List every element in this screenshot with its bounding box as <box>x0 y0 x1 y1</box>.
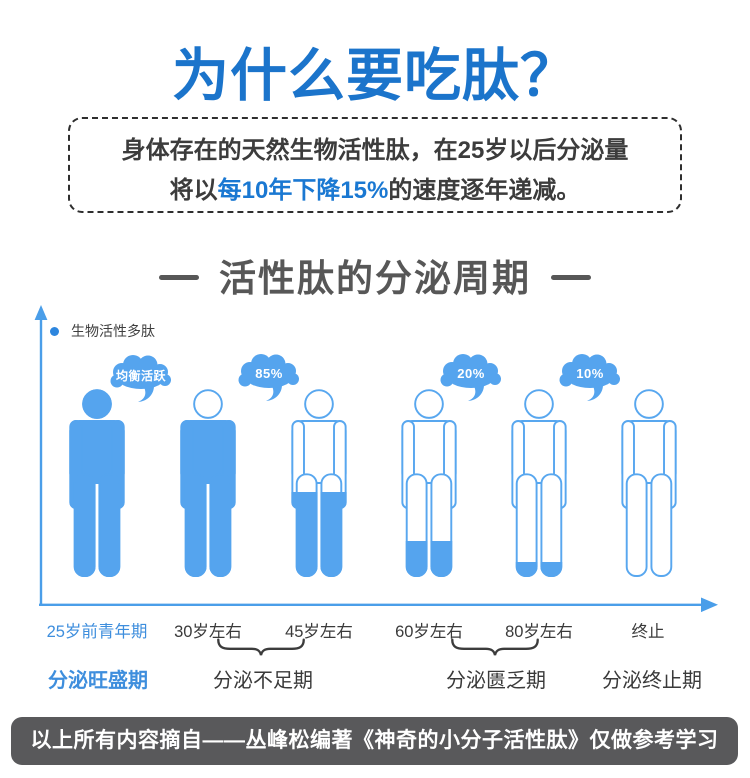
legend: 生物活性多肽 <box>50 321 155 339</box>
stage-label-deficient: 分泌匮乏期 <box>446 670 546 692</box>
person-fill-icon <box>180 419 236 577</box>
bubble-label: 85% <box>255 366 283 381</box>
brace-icon-right <box>451 638 539 656</box>
legend-label: 生物活性多肽 <box>71 323 155 339</box>
x-label-30: 30岁左右 <box>174 623 242 641</box>
bubble-label: 均衡活跃 <box>115 369 166 383</box>
intro-highlight: 每10年下降15% <box>217 177 389 204</box>
legend-dot-icon <box>50 326 59 336</box>
x-label-end: 终止 <box>631 623 665 641</box>
person-figure-6 <box>618 389 680 577</box>
intro-line-2: 将以每10年下降15%的速度逐年递减。 <box>169 177 581 204</box>
bubble-label: 10% <box>576 366 604 381</box>
x-label-60: 60岁左右 <box>395 623 463 641</box>
stage-label-abundant: 分泌旺盛期 <box>48 670 148 692</box>
bubble-10: 10% <box>557 354 623 404</box>
bubble-active: 均衡活跃 <box>108 355 174 405</box>
heading-dash-left <box>159 274 199 280</box>
person-figure-3 <box>288 389 350 577</box>
page-title: 为什么要吃肽？ <box>172 44 578 108</box>
y-axis-arrow-icon <box>34 305 48 320</box>
person-fill-level <box>177 419 239 577</box>
source-note-text: 以上所有内容摘自——丛峰松编著《神奇的小分子活性肽》仅做参考学习 <box>30 729 719 752</box>
chart-axes <box>34 305 718 613</box>
person-figure-1 <box>66 389 128 577</box>
stage-label-terminated: 分泌终止期 <box>602 670 702 692</box>
x-label-25: 25岁前青年期 <box>46 623 148 641</box>
person-figure-5 <box>508 389 570 577</box>
intro-line-1: 身体存在的天然生物活性肽，在25岁以后分泌量 <box>121 137 629 164</box>
person-figure-2 <box>177 389 239 577</box>
bubble-20: 20% <box>438 354 504 404</box>
person-fill-level <box>288 492 350 577</box>
person-fill-icon <box>69 389 125 577</box>
person-fill-level <box>398 541 460 577</box>
section-heading-text: 活性肽的分泌周期 <box>219 258 531 299</box>
person-figure-4 <box>398 389 460 577</box>
secretion-cycle-chart: 生物活性多肽 <box>0 300 750 692</box>
intro-text-box: 身体存在的天然生物活性肽，在25岁以后分泌量 将以每10年下降15%的速度逐年递… <box>68 117 682 213</box>
person-fill-icon <box>511 561 567 577</box>
heading-dash-right <box>551 274 591 280</box>
x-label-45: 45岁左右 <box>285 623 353 641</box>
bubble-85: 85% <box>236 354 302 404</box>
person-fill-level <box>66 389 128 577</box>
x-axis-arrow-icon <box>701 597 718 613</box>
person-outline-icon <box>511 389 567 577</box>
bubble-label: 20% <box>457 366 485 381</box>
person-outline-icon <box>621 389 677 577</box>
x-label-80: 80岁左右 <box>505 623 573 641</box>
person-fill-icon <box>291 492 347 577</box>
stage-label-insufficient: 分泌不足期 <box>213 670 313 692</box>
source-note-bar: 以上所有内容摘自——丛峰松编著《神奇的小分子活性肽》仅做参考学习 <box>11 717 738 765</box>
brace-icon-left <box>217 638 305 656</box>
person-fill-level <box>508 561 570 577</box>
section-heading: 活性肽的分泌周期 <box>0 248 750 302</box>
person-fill-icon <box>401 541 457 577</box>
